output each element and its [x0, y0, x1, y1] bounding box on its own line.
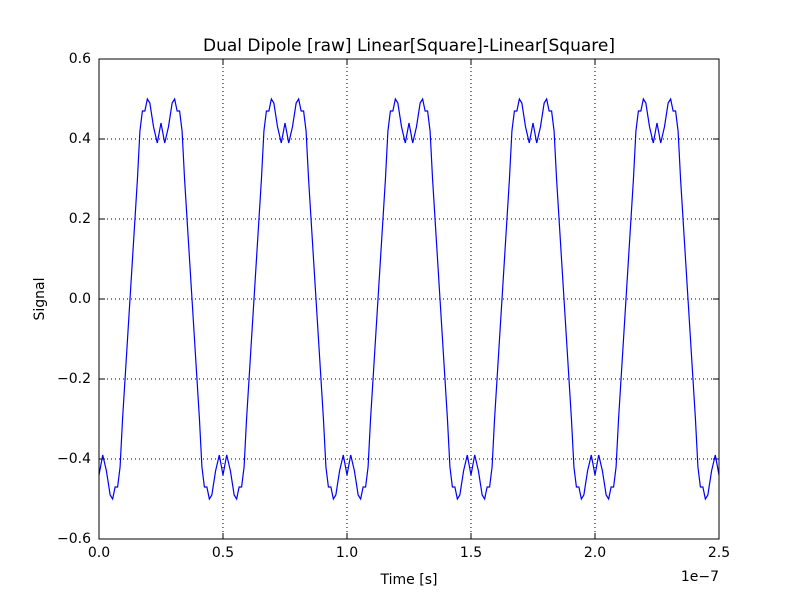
chart-title: Dual Dipole [raw] Linear[Square]-Linear[…	[203, 36, 615, 56]
x-tick-label: 1.5	[460, 545, 482, 561]
x-tick-label: 2.5	[708, 545, 730, 561]
x-tick-label: 0.5	[212, 545, 234, 561]
plot-frame	[98, 58, 720, 540]
y-tick-label: −0.2	[57, 371, 91, 387]
x-offset-label: 1e−7	[681, 569, 719, 585]
y-tick-label: 0.4	[69, 131, 91, 147]
y-tick-label: 0.2	[69, 211, 91, 227]
x-tick-label: 1.0	[336, 545, 358, 561]
signal-line	[98, 97, 720, 501]
y-tick-label: −0.6	[57, 531, 91, 547]
x-tick-label: 0.0	[88, 545, 110, 561]
x-tick-label: 2.0	[584, 545, 606, 561]
y-axis-label: Signal	[32, 277, 48, 320]
y-tick-label: −0.4	[57, 451, 91, 467]
y-tick-label: 0.0	[69, 291, 91, 307]
x-axis-label: Time [s]	[380, 572, 438, 588]
y-tick-label: 0.6	[69, 51, 91, 67]
